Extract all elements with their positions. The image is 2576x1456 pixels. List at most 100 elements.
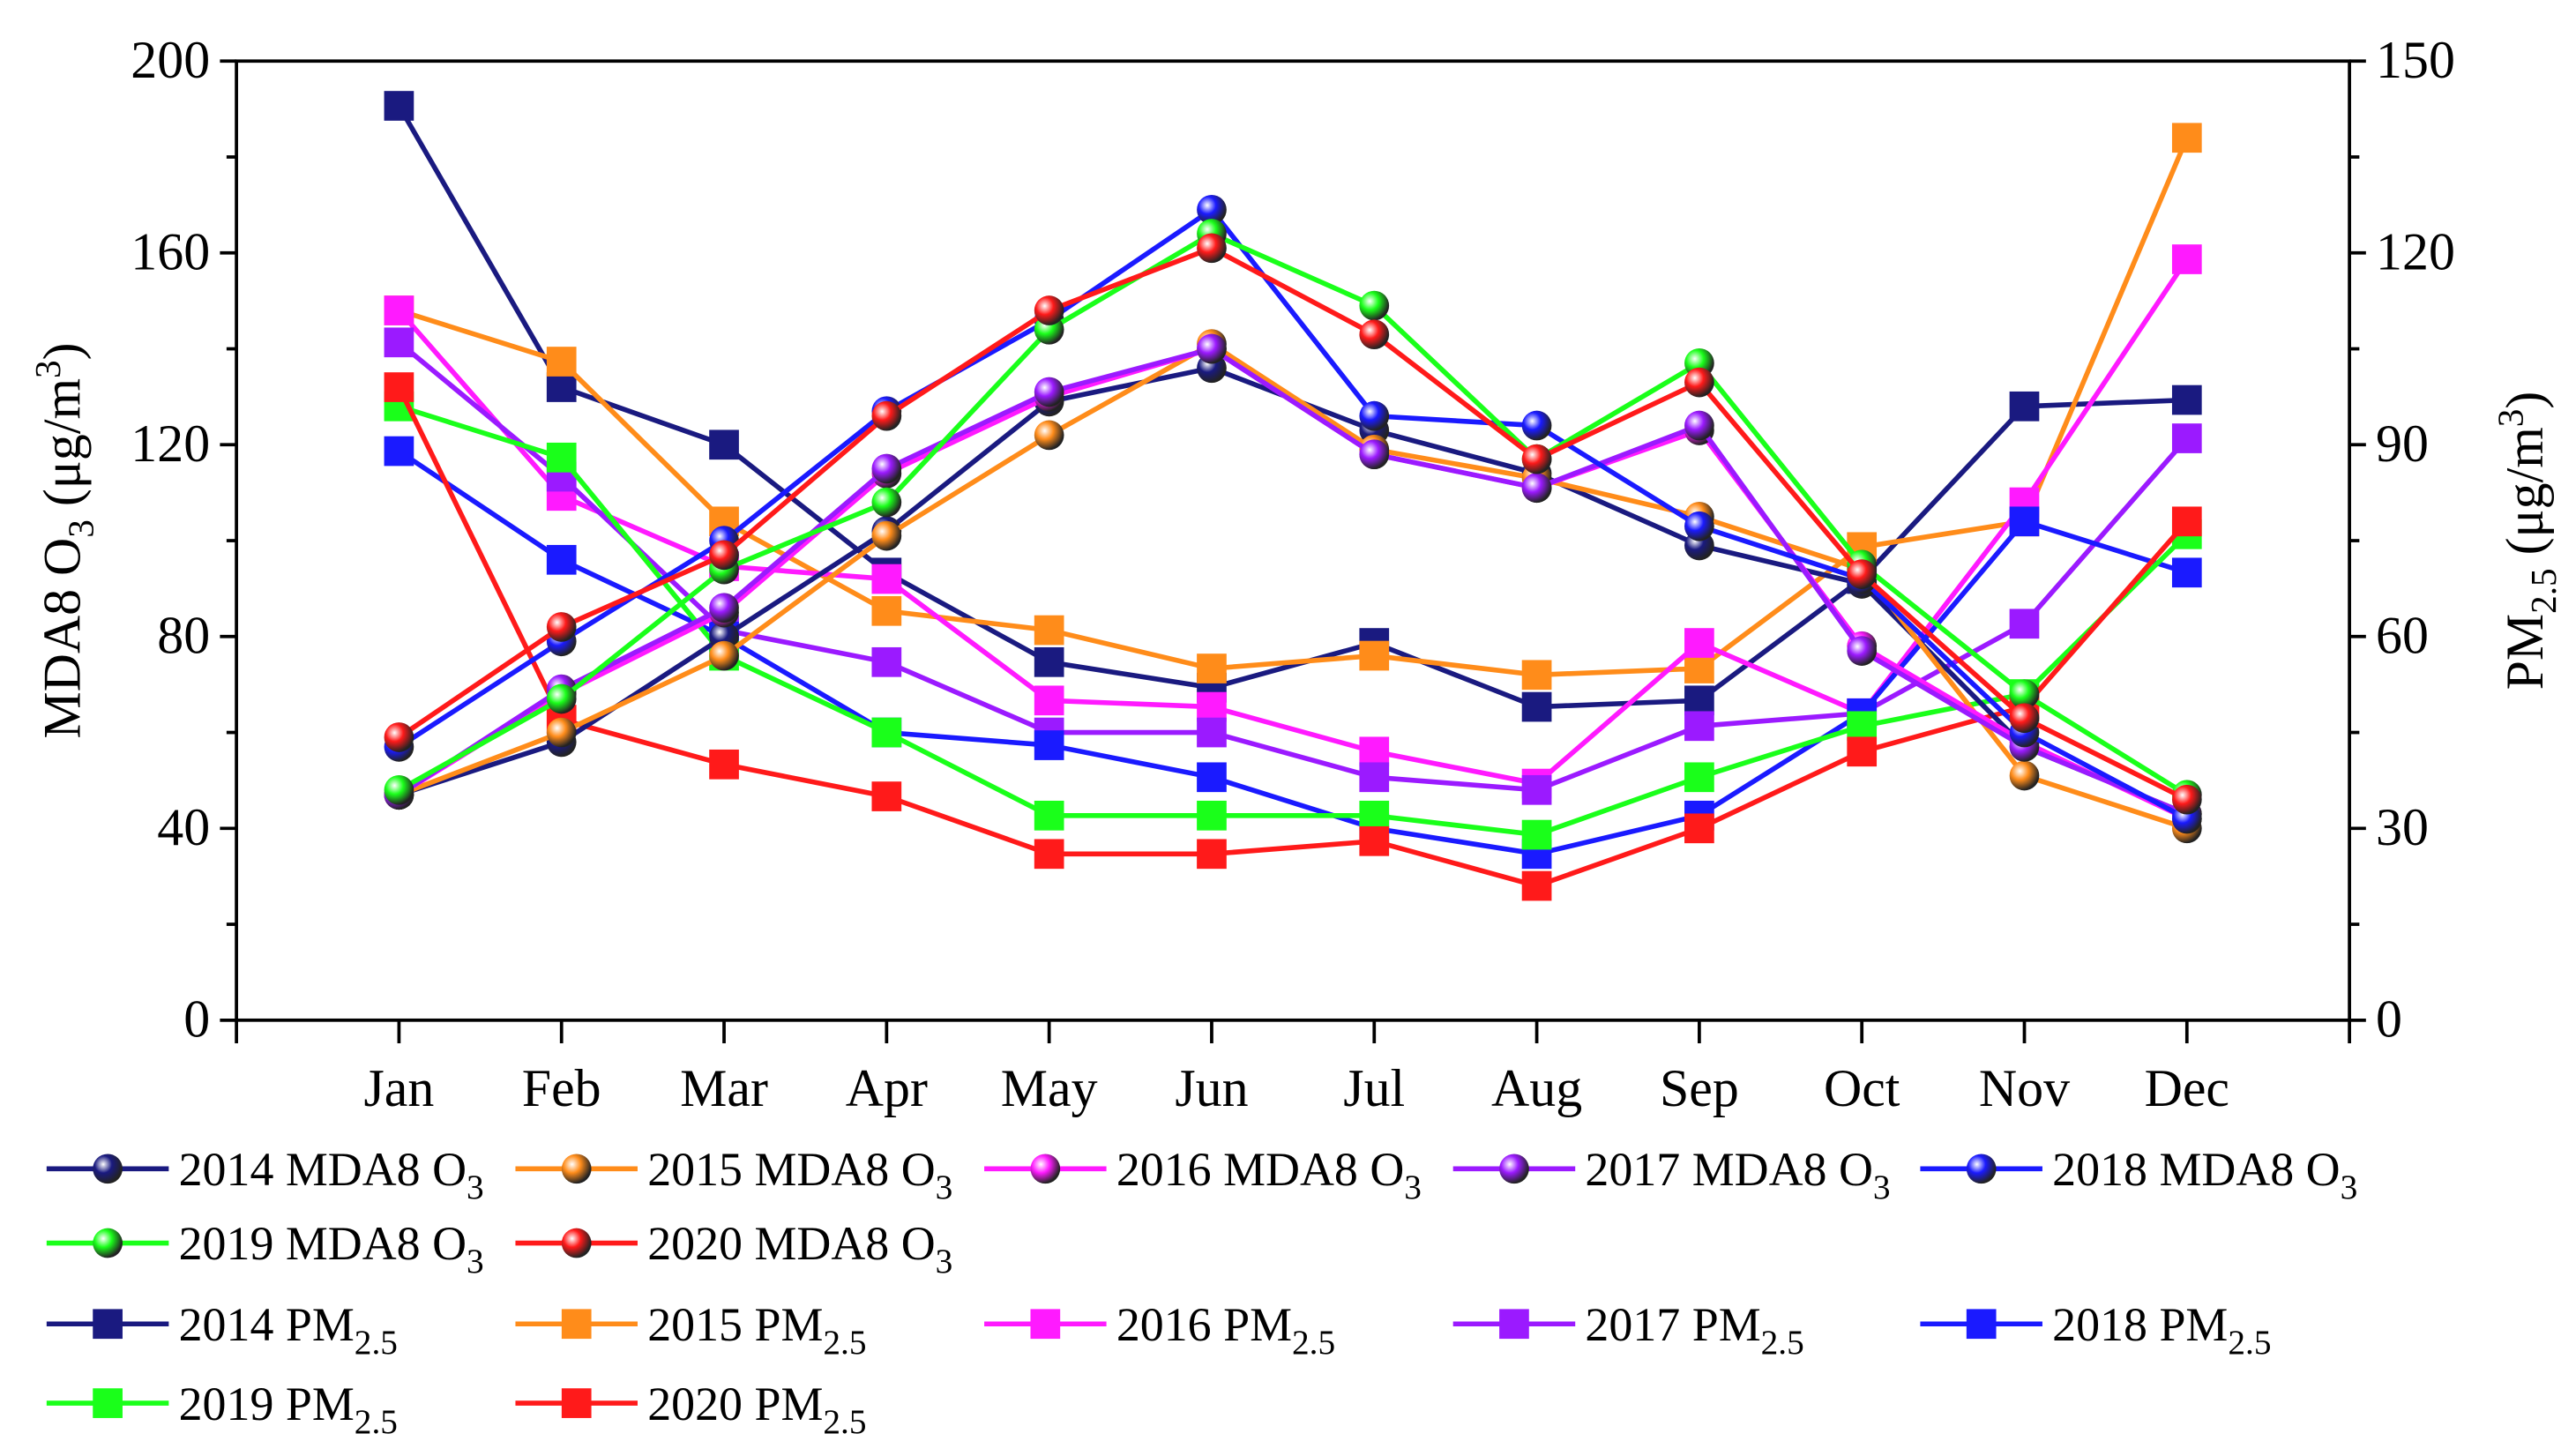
data-point	[1684, 628, 1714, 658]
data-point	[1197, 762, 1227, 793]
legend-label: 2018 MDA8 O3	[2052, 1143, 2357, 1206]
data-point	[1034, 615, 1064, 646]
data-point	[2171, 385, 2202, 415]
data-point	[1847, 559, 1878, 589]
data-point	[1197, 194, 1227, 225]
data-point	[1034, 685, 1064, 716]
legend-label-sub: 2.5	[823, 1402, 866, 1441]
legend-label: 2017 MDA8 O3	[1585, 1143, 1890, 1206]
data-point	[871, 717, 902, 748]
legend-label-sub: 3	[2341, 1168, 2358, 1206]
data-point	[1197, 233, 1227, 264]
y2-axis-label: PM2.5 (μg/m3)	[2490, 392, 2564, 691]
data-point	[1684, 685, 1714, 716]
data-point	[2009, 506, 2040, 537]
data-point	[546, 442, 577, 473]
data-point	[1359, 439, 1390, 470]
legend-item: 2017 PM2.5	[1452, 1298, 1804, 1362]
legend-label-text: 2014 MDA8 O	[179, 1143, 467, 1196]
data-point	[1359, 736, 1390, 767]
data-point	[1521, 473, 1552, 504]
legend-marker	[1966, 1154, 1997, 1184]
data-point	[546, 544, 577, 575]
data-point	[1359, 319, 1390, 350]
data-point	[1847, 636, 1878, 666]
legend-label-sub: 3	[467, 1242, 484, 1281]
y-tick-label: 40	[157, 798, 210, 856]
legend-label-sub: 3	[467, 1168, 484, 1206]
data-point	[1684, 511, 1714, 541]
data-point	[384, 436, 414, 467]
y2-tick-label: 120	[2376, 222, 2455, 280]
legend-marker	[561, 1154, 592, 1184]
x-tick-label: Apr	[846, 1059, 928, 1117]
data-point	[546, 683, 577, 714]
legend-item: 2020 MDA8 O3	[515, 1217, 952, 1281]
data-point	[384, 722, 414, 752]
legend-label-sub: 2.5	[355, 1402, 398, 1441]
data-point	[1359, 640, 1390, 671]
y-axis-label-end: )	[33, 342, 91, 360]
data-point	[1034, 839, 1064, 870]
data-point	[871, 400, 902, 431]
data-point	[2009, 609, 2040, 639]
data-point	[1684, 367, 1714, 398]
data-point	[1197, 333, 1227, 364]
data-point	[1197, 691, 1227, 722]
legend-label-text: 2018 PM	[2052, 1298, 2228, 1351]
legend-label-text: 2016 PM	[1116, 1298, 1292, 1351]
data-point	[1034, 420, 1064, 451]
legend-label: 2020 PM2.5	[647, 1378, 866, 1441]
data-point	[2171, 244, 2202, 274]
legend-label-text: 2015 MDA8 O	[647, 1143, 935, 1196]
legend-label: 2017 PM2.5	[1585, 1298, 1803, 1362]
data-point	[384, 295, 414, 325]
data-point	[2171, 784, 2202, 815]
legend-marker	[1499, 1309, 1529, 1340]
y-axis-label-mid: (μg/m	[33, 378, 91, 519]
data-point	[709, 749, 739, 780]
legend-marker	[561, 1388, 592, 1418]
data-point	[1521, 410, 1552, 441]
data-point	[709, 429, 739, 460]
x-tick-label: Dec	[2145, 1059, 2229, 1117]
data-point	[1684, 653, 1714, 683]
y2-axis-label-end: )	[2496, 392, 2554, 409]
legend-marker	[1030, 1154, 1061, 1184]
legend-item: 2014 MDA8 O3	[46, 1143, 484, 1206]
data-point	[384, 774, 414, 805]
legend-item: 2015 MDA8 O3	[515, 1143, 952, 1206]
x-tick-label: Aug	[1491, 1059, 1582, 1117]
legend-item: 2019 PM2.5	[46, 1378, 398, 1441]
y2-axis-label-sup: 3	[2490, 409, 2531, 428]
y-axis-label-base: MDA8 O	[33, 538, 91, 739]
legend-label-sub: 2.5	[1292, 1323, 1335, 1362]
data-point	[546, 717, 577, 748]
x-tick-label: Jul	[1343, 1059, 1405, 1117]
y2-tick-label: 90	[2376, 414, 2429, 473]
data-point	[1034, 295, 1064, 325]
legend-label: 2018 PM2.5	[2052, 1298, 2271, 1362]
series-line	[397, 245, 2189, 803]
data-point	[2171, 423, 2202, 453]
series-line	[397, 340, 2189, 793]
legend-marker	[561, 1309, 592, 1340]
data-point	[2171, 506, 2202, 537]
data-point	[1684, 813, 1714, 844]
legend-label-text: 2018 MDA8 O	[2052, 1143, 2340, 1196]
series-2020-mda8-o3	[384, 233, 2202, 815]
legend-marker	[93, 1309, 123, 1340]
axes: 0 40 80 120 160 200 0 30 60 90 120 150 Jan Feb Mar Apr M…	[27, 31, 2564, 1117]
data-point	[1684, 410, 1714, 441]
data-point	[871, 564, 902, 594]
legend-label: 2020 MDA8 O3	[647, 1217, 952, 1281]
data-point	[546, 612, 577, 642]
data-point	[1521, 819, 1552, 850]
legend-item: 2014 PM2.5	[46, 1298, 398, 1362]
data-point	[1359, 762, 1390, 793]
legend-item: 2018 MDA8 O3	[1920, 1143, 2357, 1206]
legend-label-text: 2020 MDA8 O	[647, 1217, 935, 1270]
legend-label-text: 2014 PM	[179, 1298, 355, 1351]
data-point	[1521, 691, 1552, 722]
data-point	[2171, 123, 2202, 153]
